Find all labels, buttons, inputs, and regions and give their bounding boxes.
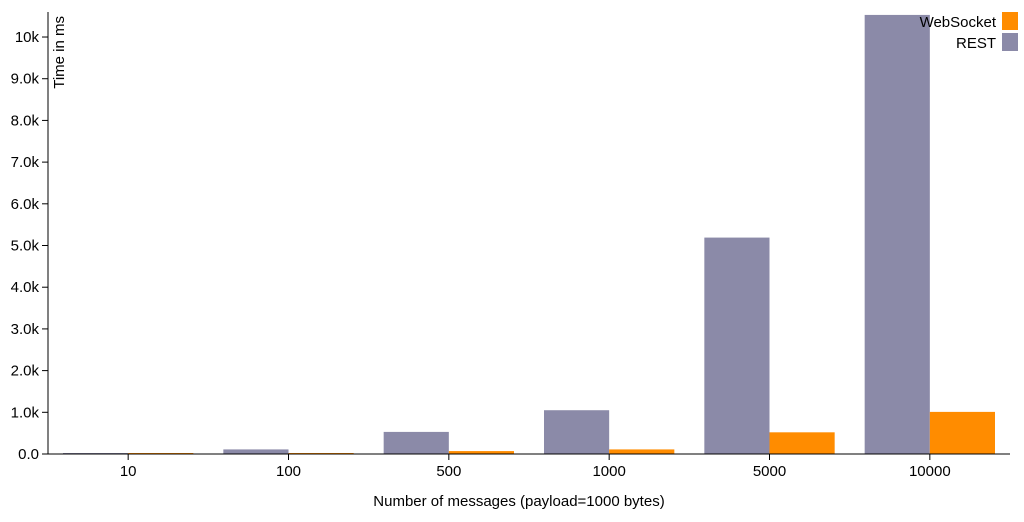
y-tick-label: 9.0k [11,71,40,88]
y-tick-label: 3.0k [11,321,40,338]
x-tick-label: 1000 [592,463,625,480]
x-axis: 10 100 500 1000 5000 10000 Number of messages… [48,453,1010,510]
legend-swatch [1002,33,1018,51]
y-tick-label: 4.0k [11,279,40,296]
legend-label: WebSocket [920,14,997,31]
y-tick-label: 6.0k [11,196,40,213]
bar-rest-500 [383,431,449,454]
legend-swatch [1002,12,1018,30]
bar-websocket-500 [448,451,514,454]
y-tick-label: 1.0k [11,404,40,421]
x-tick-label: 100 [276,463,301,480]
y-ticks: 0.0 1.0k 2.0k 3.0k 4.0k 5.0k 6.0k 7.0k 8.0k 9.0k 1… [11,29,48,463]
y-axis-title: Time in ms [51,16,68,89]
y-tick-label: 8.0k [11,112,40,129]
x-ticks: 10 100 500 1000 5000 10000 [120,454,951,480]
bar-rest-5000 [704,237,770,454]
legend: WebSocket REST [920,12,1018,52]
y-tick-label: 0.0 [18,446,39,463]
bar-rest-10000 [864,14,930,455]
y-tick-label: 5.0k [11,238,40,255]
x-tick-label: 5000 [753,463,786,480]
bar-websocket-10000 [929,411,995,454]
x-tick-label: 10000 [909,463,951,480]
x-tick-label: 500 [436,463,461,480]
bar-websocket-1000 [609,449,675,454]
bar-rest-100 [223,449,289,454]
bar-rest-1000 [544,410,610,454]
y-tick-label: 7.0k [11,154,40,171]
y-tick-label: 2.0k [11,363,40,380]
y-tick-label: 10k [15,29,40,46]
x-axis-title: Number of messages (payload=1000 bytes) [373,493,664,510]
legend-label: REST [956,35,996,52]
bars-group [63,14,995,455]
x-tick-label: 10 [120,463,137,480]
bar-websocket-5000 [769,432,835,454]
y-axis: 0.0 1.0k 2.0k 3.0k 4.0k 5.0k 6.0k 7.0k 8.0k 9.0k 1… [11,12,68,463]
